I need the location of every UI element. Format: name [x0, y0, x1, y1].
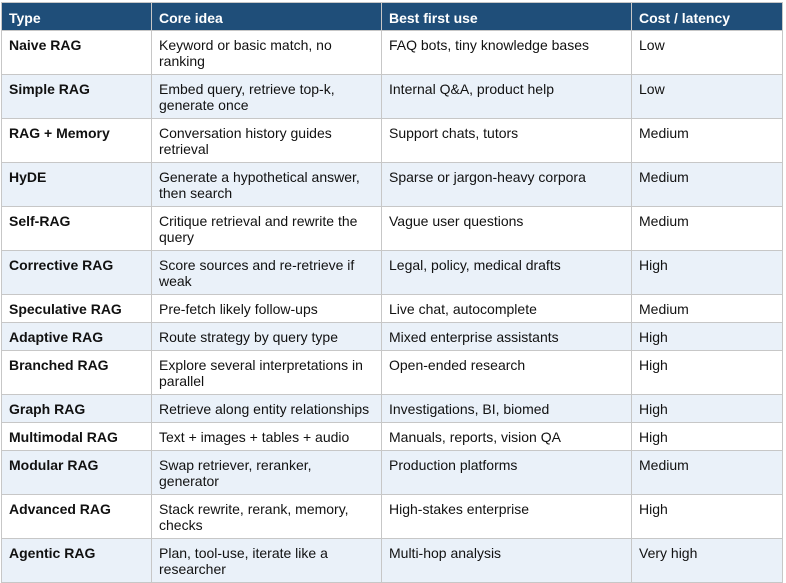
table-header: Type Core idea Best first use Cost / lat…: [1, 2, 783, 31]
cell-core-idea: Generate a hypothetical answer, then sea…: [151, 162, 382, 207]
cell-type: Agentic RAG: [1, 538, 152, 583]
table-row: Corrective RAG Score sources and re-retr…: [1, 250, 783, 295]
table-row: Agentic RAG Plan, tool-use, iterate like…: [1, 538, 783, 583]
table-body: Naive RAG Keyword or basic match, no ran…: [1, 30, 783, 583]
cell-core-idea: Stack rewrite, rerank, memory, checks: [151, 494, 382, 539]
cell-core-idea: Embed query, retrieve top-k, generate on…: [151, 74, 382, 119]
cell-best-first-use: Multi-hop analysis: [381, 538, 632, 583]
cell-core-idea: Swap retriever, reranker, generator: [151, 450, 382, 495]
table-row: HyDE Generate a hypothetical answer, the…: [1, 162, 783, 207]
cell-best-first-use: Production platforms: [381, 450, 632, 495]
cell-type: Advanced RAG: [1, 494, 152, 539]
cell-best-first-use: Support chats, tutors: [381, 118, 632, 163]
cell-best-first-use: Internal Q&A, product help: [381, 74, 632, 119]
cell-cost: Medium: [631, 118, 783, 163]
table-row: Adaptive RAG Route strategy by query typ…: [1, 322, 783, 351]
header-cost-latency: Cost / latency: [631, 2, 783, 31]
cell-type: Corrective RAG: [1, 250, 152, 295]
cell-cost: High: [631, 394, 783, 423]
cell-core-idea: Keyword or basic match, no ranking: [151, 30, 382, 75]
cell-type: Speculative RAG: [1, 294, 152, 323]
cell-best-first-use: Open-ended research: [381, 350, 632, 395]
cell-best-first-use: Legal, policy, medical drafts: [381, 250, 632, 295]
cell-type: Multimodal RAG: [1, 422, 152, 451]
table-row: Advanced RAG Stack rewrite, rerank, memo…: [1, 494, 783, 539]
cell-cost: Medium: [631, 450, 783, 495]
table-row: Multimodal RAG Text + images + tables + …: [1, 422, 783, 451]
cell-type: RAG + Memory: [1, 118, 152, 163]
cell-cost: Very high: [631, 538, 783, 583]
cell-core-idea: Route strategy by query type: [151, 322, 382, 351]
header-core-idea: Core idea: [151, 2, 382, 31]
cell-cost: High: [631, 250, 783, 295]
cell-core-idea: Text + images + tables + audio: [151, 422, 382, 451]
cell-core-idea: Conversation history guides retrieval: [151, 118, 382, 163]
cell-cost: High: [631, 322, 783, 351]
cell-core-idea: Score sources and re-retrieve if weak: [151, 250, 382, 295]
cell-cost: Medium: [631, 294, 783, 323]
cell-type: Adaptive RAG: [1, 322, 152, 351]
cell-core-idea: Retrieve along entity relationships: [151, 394, 382, 423]
table-row: Modular RAG Swap retriever, reranker, ge…: [1, 450, 783, 495]
cell-best-first-use: High-stakes enterprise: [381, 494, 632, 539]
cell-best-first-use: Sparse or jargon-heavy corpora: [381, 162, 632, 207]
cell-type: Modular RAG: [1, 450, 152, 495]
table-row: Graph RAG Retrieve along entity relation…: [1, 394, 783, 423]
cell-cost: High: [631, 350, 783, 395]
cell-type: Simple RAG: [1, 74, 152, 119]
cell-type: Branched RAG: [1, 350, 152, 395]
cell-core-idea: Critique retrieval and rewrite the query: [151, 206, 382, 251]
table-row: Self-RAG Critique retrieval and rewrite …: [1, 206, 783, 251]
cell-type: Naive RAG: [1, 30, 152, 75]
cell-best-first-use: Manuals, reports, vision QA: [381, 422, 632, 451]
table-row: Naive RAG Keyword or basic match, no ran…: [1, 30, 783, 75]
cell-best-first-use: Mixed enterprise assistants: [381, 322, 632, 351]
cell-cost: Medium: [631, 206, 783, 251]
cell-core-idea: Plan, tool-use, iterate like a researche…: [151, 538, 382, 583]
table-row: RAG + Memory Conversation history guides…: [1, 118, 783, 163]
cell-best-first-use: Live chat, autocomplete: [381, 294, 632, 323]
cell-core-idea: Pre-fetch likely follow-ups: [151, 294, 382, 323]
cell-cost: Medium: [631, 162, 783, 207]
cell-cost: Low: [631, 74, 783, 119]
table-row: Branched RAG Explore several interpretat…: [1, 350, 783, 395]
cell-best-first-use: Investigations, BI, biomed: [381, 394, 632, 423]
cell-core-idea: Explore several interpretations in paral…: [151, 350, 382, 395]
cell-best-first-use: FAQ bots, tiny knowledge bases: [381, 30, 632, 75]
cell-type: Graph RAG: [1, 394, 152, 423]
header-row: Type Core idea Best first use Cost / lat…: [1, 2, 783, 31]
header-best-first-use: Best first use: [381, 2, 632, 31]
cell-cost: High: [631, 494, 783, 539]
cell-cost: Low: [631, 30, 783, 75]
table-row: Simple RAG Embed query, retrieve top-k, …: [1, 74, 783, 119]
cell-type: HyDE: [1, 162, 152, 207]
cell-cost: High: [631, 422, 783, 451]
cell-type: Self-RAG: [1, 206, 152, 251]
cell-best-first-use: Vague user questions: [381, 206, 632, 251]
table-row: Speculative RAG Pre-fetch likely follow-…: [1, 294, 783, 323]
header-type: Type: [1, 2, 152, 31]
